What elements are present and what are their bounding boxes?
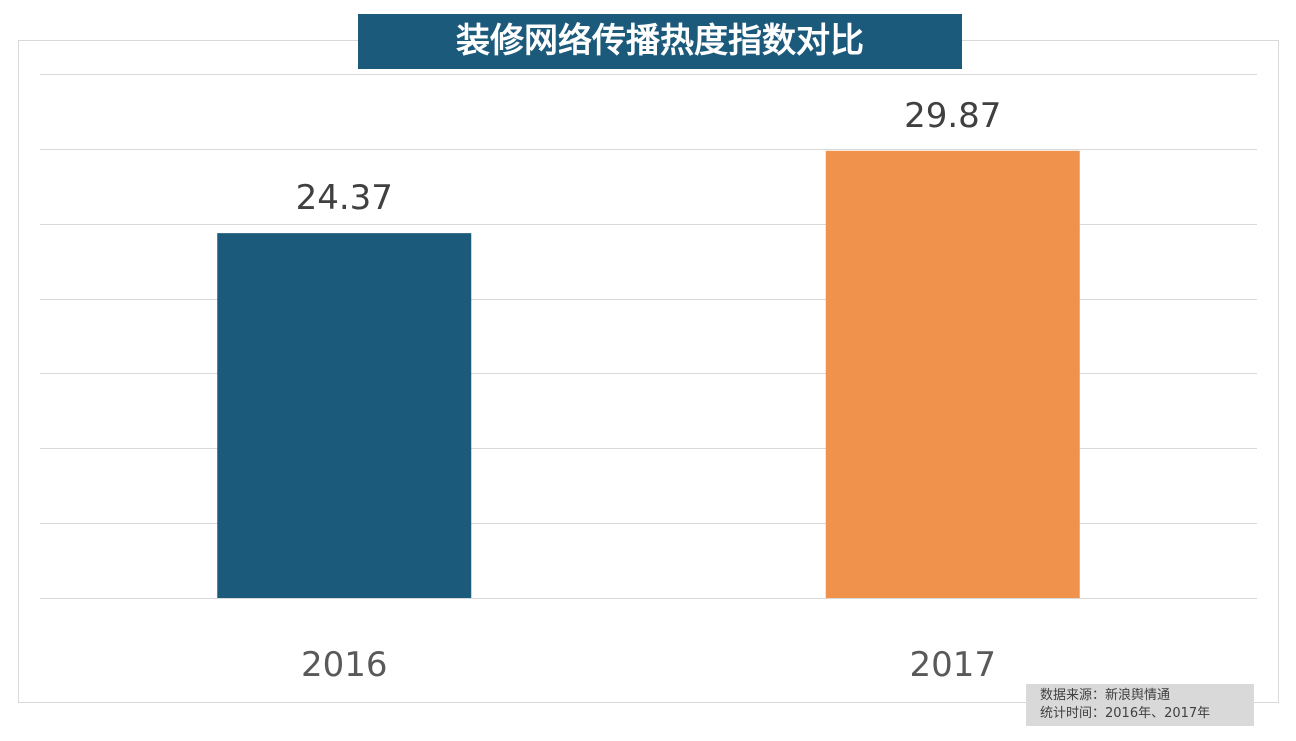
source-note: 数据来源：新浪舆情通 统计时间：2016年、2017年	[1026, 684, 1254, 726]
x-tick-label-2016: 2016	[301, 645, 388, 685]
source-line: 数据来源：新浪舆情通	[1040, 688, 1171, 703]
chart-title: 装修网络传播热度指数对比	[358, 14, 962, 69]
bar-2017	[825, 150, 1080, 599]
x-tick-label-2017: 2017	[909, 645, 996, 685]
bar-2016	[217, 233, 472, 598]
data-label-2016: 24.37	[296, 178, 393, 218]
period-line: 统计时间：2016年、2017年	[1040, 706, 1211, 721]
data-label-2017: 29.87	[904, 96, 1001, 136]
